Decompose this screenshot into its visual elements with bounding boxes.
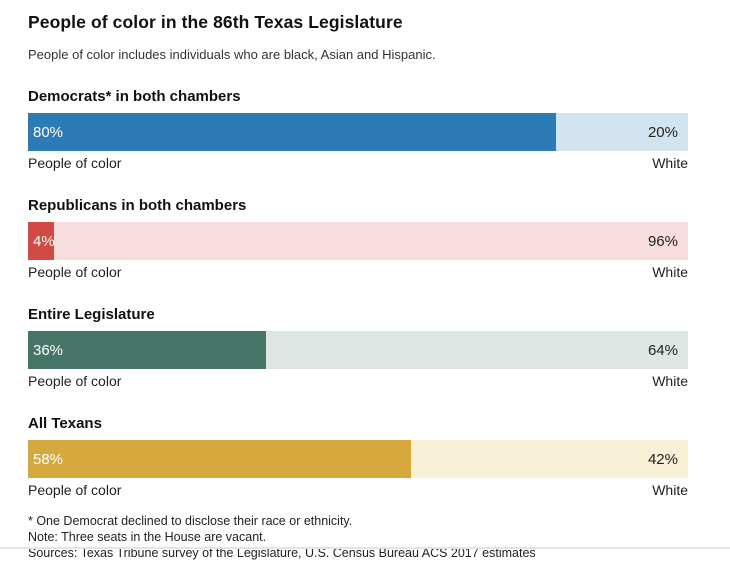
bottom-divider — [0, 547, 730, 549]
axis-label-people-of-color: People of color — [28, 373, 122, 389]
section-heading: Democrats* in both chambers — [28, 88, 241, 105]
axis-label-white: White — [652, 264, 688, 280]
axis-label-white: White — [652, 373, 688, 389]
section-heading: Entire Legislature — [28, 306, 155, 323]
bar-segment-white: 20% — [556, 113, 688, 151]
chart-section-entire-legislature: Entire Legislature 36% 64% People of col… — [28, 306, 688, 389]
section-heading: All Texans — [28, 415, 102, 432]
axis-label-people-of-color: People of color — [28, 155, 122, 171]
bar-segment-people-of-color: 58% — [28, 440, 411, 478]
stacked-bar: 4% 96% — [28, 222, 688, 260]
footnotes: * One Democrat declined to disclose thei… — [28, 513, 688, 561]
footnote-asterisk: * One Democrat declined to disclose thei… — [28, 514, 353, 528]
segment-value-label: 36% — [33, 341, 64, 359]
bar-segment-white: 64% — [265, 331, 688, 369]
bar-segment-people-of-color: 36% — [28, 331, 266, 369]
axis-label-people-of-color: People of color — [28, 264, 122, 280]
bar-segment-white: 42% — [410, 440, 688, 478]
axis-label-row: People of color White — [28, 155, 688, 171]
chart-section-all-texans: All Texans 58% 42% People of color White — [28, 415, 688, 498]
axis-label-row: People of color White — [28, 264, 688, 280]
segment-value-label: 42% — [647, 450, 678, 468]
axis-label-row: People of color White — [28, 482, 688, 498]
bar-segment-white: 96% — [54, 222, 688, 260]
section-heading: Republicans in both chambers — [28, 197, 247, 214]
segment-value-label: 80% — [33, 123, 64, 141]
stacked-bar: 58% 42% — [28, 440, 688, 478]
segment-value-label: 64% — [647, 341, 678, 359]
stacked-bar: 36% 64% — [28, 331, 688, 369]
chart-section-democrats: Democrats* in both chambers 80% 20% Peop… — [28, 88, 688, 171]
chart-subtitle: People of color includes individuals who… — [28, 47, 436, 62]
segment-value-label: 58% — [33, 450, 64, 468]
segment-value-label: 96% — [647, 232, 678, 250]
chart-title: People of color in the 86th Texas Legisl… — [28, 12, 403, 32]
segment-value-label: 4% — [33, 232, 55, 250]
axis-label-white: White — [652, 482, 688, 498]
bar-segment-people-of-color: 80% — [28, 113, 556, 151]
axis-label-white: White — [652, 155, 688, 171]
segment-value-label: 20% — [647, 123, 678, 141]
stacked-bar: 80% 20% — [28, 113, 688, 151]
chart-section-republicans: Republicans in both chambers 4% 96% Peop… — [28, 197, 688, 280]
footnote-note: Note: Three seats in the House are vacan… — [28, 530, 267, 544]
axis-label-row: People of color White — [28, 373, 688, 389]
axis-label-people-of-color: People of color — [28, 482, 122, 498]
bar-segment-people-of-color: 4% — [28, 222, 55, 260]
